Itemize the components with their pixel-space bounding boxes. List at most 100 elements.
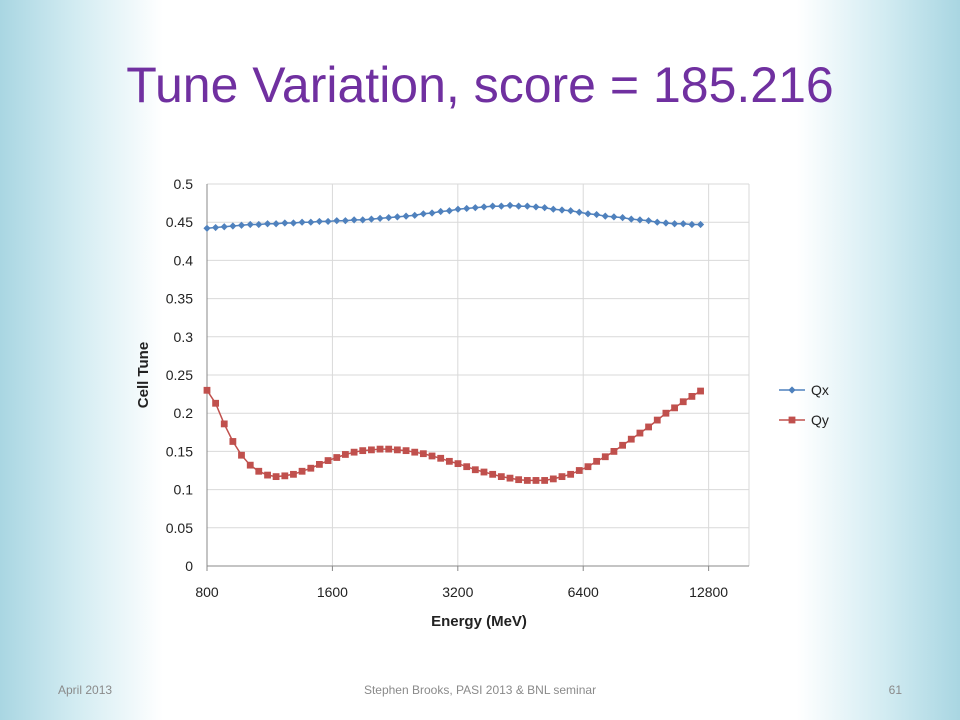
data-point-qy — [541, 477, 549, 484]
data-point-qy — [697, 387, 704, 395]
data-point-qy — [428, 452, 436, 460]
data-point-qy — [593, 457, 601, 465]
x-axis-label: Energy (MeV) — [431, 613, 527, 630]
data-point-qy — [445, 457, 453, 465]
data-point-qy — [238, 451, 245, 459]
data-point-qx — [601, 212, 609, 220]
x-tick-labels: 800 1600 3200 6400 12800 — [195, 584, 728, 600]
data-point-qy — [515, 476, 523, 484]
legend-label-qy: Qy — [811, 412, 829, 428]
data-point-qy — [671, 404, 678, 412]
data-point-qx — [350, 216, 358, 224]
data-point-qx — [627, 215, 635, 223]
data-point-qy — [350, 448, 358, 456]
data-point-qy — [497, 473, 505, 481]
x-tick-label: 6400 — [568, 584, 599, 600]
data-point-qy — [203, 386, 211, 394]
data-point-qx — [437, 207, 445, 216]
y-tick-label: 0 — [185, 558, 193, 574]
data-point-qx — [696, 220, 705, 229]
data-point-qy — [229, 438, 237, 445]
data-point-qx — [471, 204, 479, 212]
data-point-qx — [307, 218, 315, 226]
data-point-qx — [506, 201, 514, 209]
data-point-qy — [653, 416, 661, 424]
data-point-qy — [480, 468, 488, 476]
data-point-qy — [471, 466, 479, 474]
data-point-qx — [454, 205, 462, 213]
data-point-qy — [324, 457, 332, 464]
axes — [206, 184, 749, 571]
data-point-qx — [281, 219, 289, 227]
data-point-qy — [662, 409, 670, 417]
data-point-qx — [610, 213, 618, 221]
data-point-qx — [411, 211, 419, 219]
data-point-qy — [402, 447, 410, 455]
legend-label-qx: Qx — [811, 382, 829, 398]
series-qy — [203, 386, 704, 484]
data-point-qx — [679, 220, 687, 228]
y-axis-label: Cell Tune — [135, 342, 152, 408]
data-point-qy — [549, 475, 557, 483]
data-point-qy — [281, 472, 289, 480]
y-tick-label: 0.45 — [166, 214, 193, 230]
data-point-qx — [298, 218, 306, 226]
data-point-qy — [246, 461, 254, 469]
data-point-qy — [437, 454, 445, 462]
data-point-qx — [567, 207, 575, 215]
y-tick-label: 0.15 — [166, 443, 193, 459]
data-point-qx — [463, 204, 471, 213]
data-point-qy — [532, 477, 540, 484]
data-point-qx — [341, 217, 349, 225]
data-point-qx — [315, 217, 323, 226]
data-point-qy — [307, 464, 315, 472]
data-point-qy — [584, 463, 592, 471]
data-point-qx — [237, 221, 246, 229]
footer-date: April 2013 — [58, 683, 113, 697]
y-tick-label: 0.05 — [166, 520, 193, 536]
data-point-qx — [497, 202, 505, 210]
data-point-qy — [636, 429, 644, 437]
data-point-qx — [212, 223, 220, 232]
y-tick-label: 0.1 — [174, 482, 194, 498]
data-point-qx — [272, 220, 280, 228]
data-point-qy — [688, 392, 696, 400]
data-point-qy — [619, 441, 626, 449]
data-point-qx — [359, 216, 367, 224]
data-point-qy — [341, 451, 349, 458]
y-tick-labels: 0 0.05 0.1 0.15 0.2 0.25 0.3 0.35 0.4 0.45 0.5 — [166, 176, 193, 574]
data-point-qy — [272, 473, 280, 481]
data-point-qx — [419, 210, 427, 218]
series-line-qy — [206, 389, 701, 482]
x-tick-label: 1600 — [317, 584, 348, 600]
slide-number: 61 — [888, 683, 902, 697]
data-point-qx — [662, 219, 670, 227]
data-point-qx — [636, 216, 644, 224]
legend-marker-qy — [788, 416, 796, 424]
data-point-qy — [333, 454, 341, 461]
data-point-qy — [489, 470, 497, 478]
x-tick-label: 3200 — [442, 584, 473, 600]
data-point-qy — [627, 435, 635, 443]
legend-marker-qx — [788, 386, 796, 394]
data-point-qx — [541, 204, 549, 212]
data-point-qy — [610, 448, 618, 455]
data-point-qy — [212, 399, 220, 407]
footer-presenter: Stephen Brooks, PASI 2013 & BNL seminar — [363, 683, 597, 697]
data-point-qx — [324, 217, 332, 226]
data-point-qy — [601, 453, 609, 461]
x-tick-label: 12800 — [689, 584, 728, 600]
data-point-qy — [558, 473, 566, 481]
y-tick-label: 0.35 — [166, 291, 193, 307]
data-point-qx — [618, 214, 627, 222]
data-point-qy — [679, 398, 687, 406]
data-point-qx — [402, 212, 410, 220]
data-point-qx — [333, 217, 341, 225]
data-point-qx — [670, 220, 679, 228]
series-line-qx — [206, 204, 701, 230]
data-point-qx — [428, 209, 436, 217]
data-point-qx — [688, 220, 696, 229]
data-point-qx — [229, 222, 237, 230]
series-group — [203, 201, 705, 484]
